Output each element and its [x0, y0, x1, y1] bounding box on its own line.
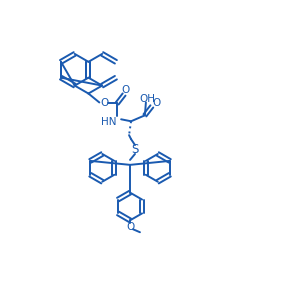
Text: O: O: [126, 222, 134, 232]
Text: O: O: [153, 98, 161, 108]
Text: O: O: [100, 98, 108, 108]
Text: OH: OH: [139, 94, 155, 104]
Text: HN: HN: [101, 117, 117, 127]
Text: O: O: [121, 85, 129, 94]
Text: S: S: [131, 142, 139, 155]
